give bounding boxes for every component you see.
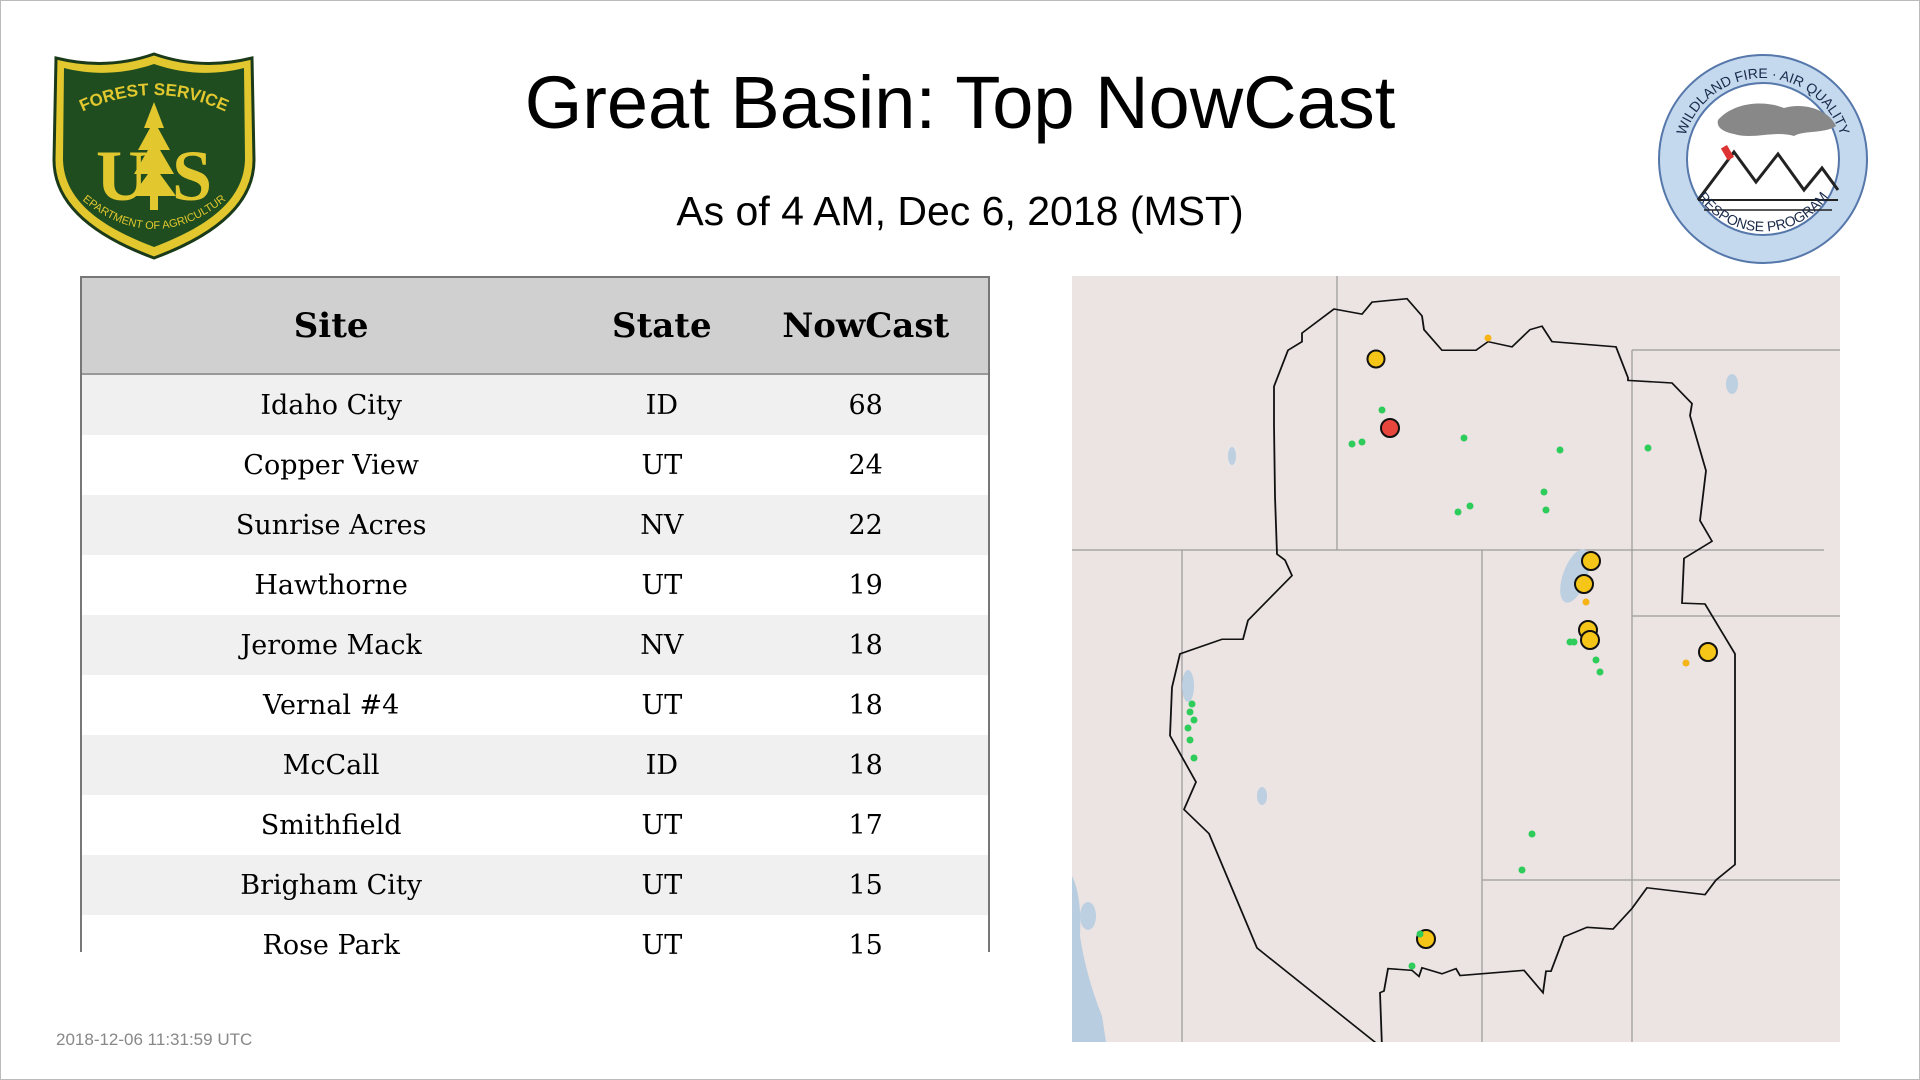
good-markers [1184, 406, 1652, 970]
state-cell: UT [641, 869, 683, 901]
nowcast-cell: 22 [848, 509, 883, 541]
table-row: Copper View UT 24 [82, 435, 988, 495]
state-cell: UT [641, 929, 683, 961]
table-row: Brigham City UT 15 [82, 855, 988, 915]
state-cell: UT [641, 449, 683, 481]
moderate-marker [1581, 551, 1601, 571]
table-row: Hawthorne UT 19 [82, 555, 988, 615]
site-cell: Idaho City [260, 389, 402, 421]
column-header-state: State [612, 305, 712, 346]
forest-service-logo: FOREST SERVICE U S DEPARTMENT OF AGRICUL… [48, 50, 256, 260]
table-row: Vernal #4 UT 18 [82, 675, 988, 735]
site-cell: Smithfield [260, 809, 402, 841]
generated-timestamp: 2018-12-06 11:31:59 UTC [56, 1030, 253, 1049]
svg-text:S: S [172, 136, 212, 216]
great-basin-map [1072, 276, 1840, 1042]
unhealthy-marker [1380, 418, 1400, 438]
table-row: McCall ID 18 [82, 735, 988, 795]
nowcast-table: Site State NowCast Idaho City ID 68 Copper… [80, 276, 990, 975]
small-moderate-markers [1484, 334, 1690, 667]
site-cell: Brigham City [240, 869, 423, 901]
column-header-site: Site [293, 305, 369, 346]
table-row: Jerome Mack NV 18 [82, 615, 988, 675]
site-cell: Rose Park [262, 929, 400, 961]
page-subtitle: As of 4 AM, Dec 6, 2018 (MST) [676, 188, 1244, 234]
map-land [1072, 276, 1840, 1042]
site-cell: McCall [282, 749, 380, 781]
monitor-markers [1184, 334, 1718, 970]
table-row: Sunrise Acres NV 22 [82, 495, 988, 555]
site-cell: Jerome Mack [240, 629, 422, 661]
wildland-fire-air-quality-logo: WILDLAND FIRE · AIR QUALITY RESPONSE PRO… [1658, 54, 1868, 264]
nowcast-cell: 19 [848, 569, 883, 601]
table-header-row: Site State NowCast [82, 278, 988, 374]
site-cell: Copper View [243, 449, 419, 481]
table-row: Idaho City ID 68 [82, 374, 988, 435]
site-cell: Vernal #4 [262, 689, 400, 721]
page-title: Great Basin: Top NowCast [524, 61, 1396, 144]
ocean [1072, 876, 1106, 1042]
state-cell: UT [641, 569, 683, 601]
nowcast-cell: 24 [848, 449, 883, 481]
nowcast-cell: 17 [848, 809, 883, 841]
state-cell: NV [640, 629, 684, 661]
nowcast-cell: 18 [848, 629, 883, 661]
moderate-marker [1366, 349, 1386, 369]
table-row: Rose Park UT 15 [82, 915, 988, 975]
nowcast-cell: 18 [848, 689, 883, 721]
moderate-marker [1580, 630, 1600, 650]
site-cell: Hawthorne [254, 569, 408, 601]
state-cell: NV [640, 509, 684, 541]
column-header-nowcast: NowCast [782, 305, 950, 346]
state-cell: UT [641, 809, 683, 841]
nowcast-cell: 15 [848, 869, 883, 901]
state-cell: ID [645, 749, 678, 781]
moderate-marker [1574, 574, 1594, 594]
nowcast-cell: 18 [848, 749, 883, 781]
state-cell: UT [641, 689, 683, 721]
great-basin-boundary [1169, 297, 1736, 1042]
nowcast-cell: 15 [848, 929, 883, 961]
table-row: Smithfield UT 17 [82, 795, 988, 855]
nowcast-cell: 68 [848, 389, 883, 421]
moderate-marker [1698, 642, 1718, 662]
state-cell: ID [645, 389, 678, 421]
site-cell: Sunrise Acres [235, 509, 427, 541]
